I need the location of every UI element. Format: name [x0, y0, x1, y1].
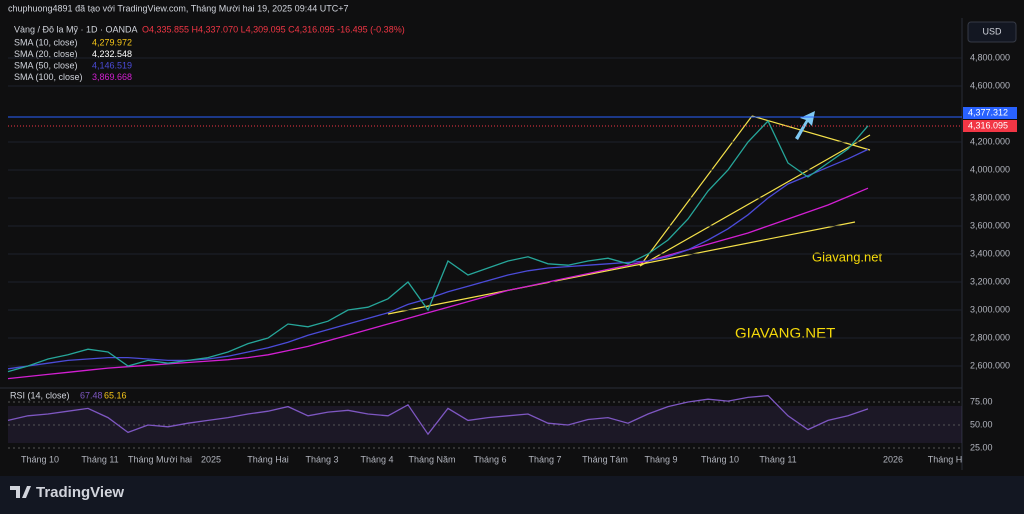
series-line	[7, 187, 869, 380]
price-label: 4,377.312	[968, 107, 1008, 117]
x-tick-label: Tháng 6	[473, 454, 506, 464]
x-tick-label: Tháng 11	[759, 454, 796, 464]
y-tick-label: 3,600.000	[970, 220, 1010, 230]
legend-name: SMA (10, close)	[14, 37, 78, 47]
y-tick-label: 3,200.000	[970, 276, 1010, 286]
y-tick-label: 4,600.000	[970, 80, 1010, 90]
watermark: GIAVANG.NET	[735, 325, 835, 342]
price-label: 4,316.095	[968, 120, 1008, 130]
footer	[0, 476, 1024, 514]
legend-name: SMA (100, close)	[14, 72, 83, 82]
y-tick-label: 50.00	[970, 419, 993, 429]
y-tick-label: 4,200.000	[970, 136, 1010, 146]
y-tick-label: 4,800.000	[970, 52, 1010, 62]
x-tick-label: Tháng 9	[644, 454, 677, 464]
price-label-box	[963, 120, 1017, 132]
price-label-box	[963, 107, 1017, 119]
rsi-title: RSI (14, close)	[10, 390, 70, 400]
x-tick-label: Tháng H	[928, 454, 963, 464]
rsi-ma: 65.16	[104, 390, 127, 400]
legend-value: 4,279.972	[92, 37, 132, 47]
rsi-value: 67.48	[80, 390, 103, 400]
logo	[10, 486, 31, 498]
x-tick-label: Tháng 10	[21, 454, 59, 464]
currency: USD	[982, 26, 1002, 36]
y-tick-label: 2,800.000	[970, 332, 1010, 342]
caption: chuphuong4891 đã tạo với TradingView.com…	[8, 3, 348, 13]
y-tick-label: 3,800.000	[970, 192, 1010, 202]
x-tick-label: 2025	[201, 454, 221, 464]
legend-name: SMA (20, close)	[14, 49, 78, 59]
currency-button[interactable]	[967, 21, 1017, 43]
y-tick-label: 3,000.000	[970, 304, 1010, 314]
y-tick-label: 2,600.000	[970, 360, 1010, 370]
drawings	[387, 115, 871, 315]
ohlc: O4,335.855 H4,337.070 L4,309.095 C4,316.…	[142, 24, 405, 34]
legend-value: 4,232.548	[92, 49, 132, 59]
series-line	[7, 394, 869, 436]
y-tick-label: 25.00	[970, 442, 993, 452]
x-tick-label: Tháng Mười hai	[128, 454, 192, 464]
x-tick-label: Tháng 3	[305, 454, 338, 464]
legend-name: SMA (50, close)	[14, 60, 78, 70]
arrow	[795, 111, 815, 140]
legend-value: 3,869.668	[92, 72, 132, 82]
y-tick-label: 75.00	[970, 396, 993, 406]
x-tick-label: Tháng 7	[528, 454, 561, 464]
y-tick-label: 3,400.000	[970, 248, 1010, 258]
chart-area	[0, 0, 1024, 476]
x-tick-label: Tháng Tám	[582, 454, 628, 464]
brand: TradingView	[36, 484, 124, 501]
series-line	[7, 119, 869, 373]
series-line	[7, 148, 869, 370]
x-tick-label: Tháng 10	[701, 454, 739, 464]
y-tick-label: 4,000.000	[970, 164, 1010, 174]
x-tick-label: Tháng 11	[81, 454, 118, 464]
x-tick-label: Tháng 4	[360, 454, 393, 464]
x-tick-label: 2026	[883, 454, 903, 464]
x-tick-label: Tháng Năm	[408, 454, 455, 464]
watermark: Giavang.net	[812, 249, 882, 264]
legend-value: 4,146.519	[92, 60, 132, 70]
x-tick-label: Tháng Hai	[247, 454, 289, 464]
symbol: Vàng / Đô la Mỹ · 1D · OANDA	[14, 24, 138, 34]
